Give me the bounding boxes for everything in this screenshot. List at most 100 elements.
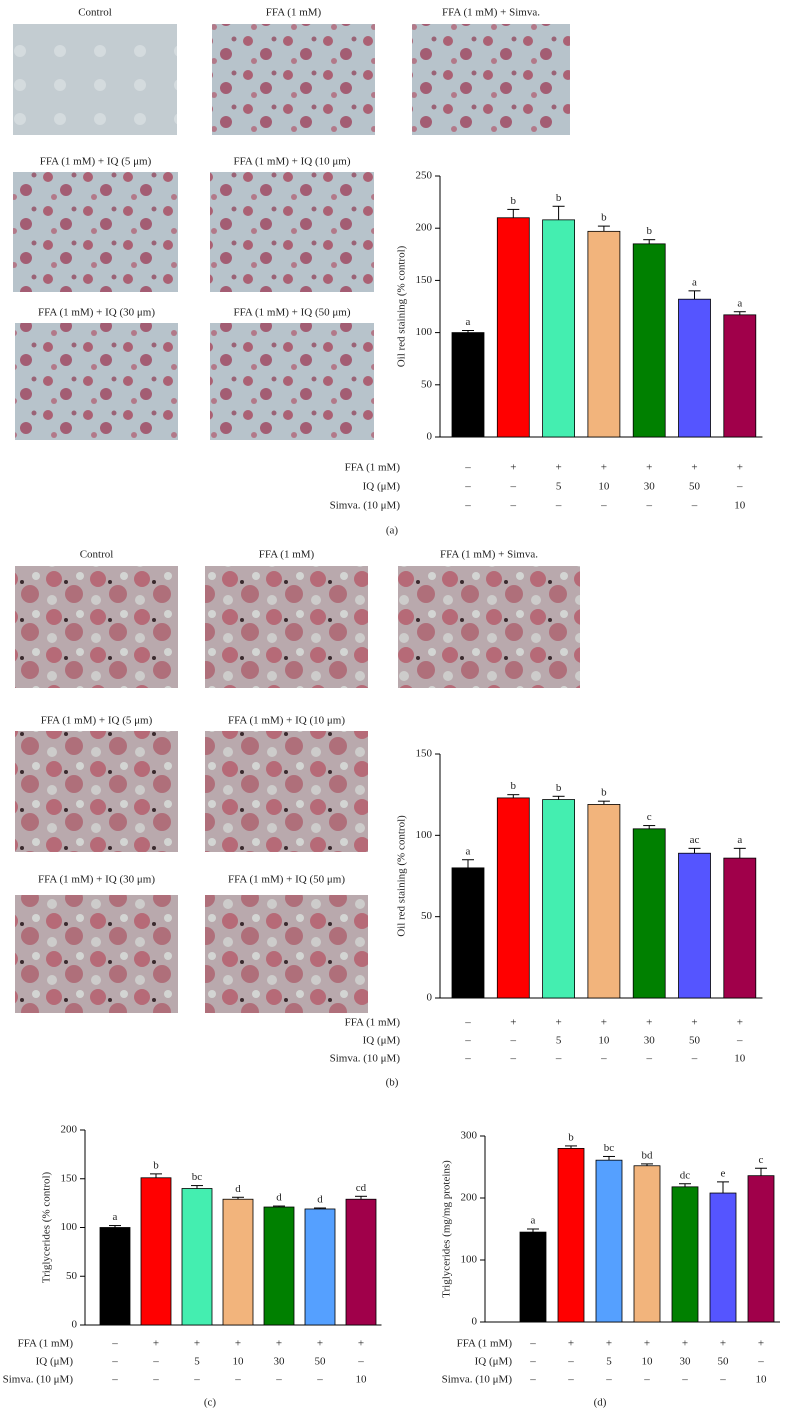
significance-label: b <box>601 787 607 799</box>
micrograph-label: FFA (1 mM) + IQ (5 μm) <box>41 715 153 727</box>
bar <box>304 1208 336 1326</box>
y-tick-label: 100 <box>416 326 433 338</box>
panel-label: (d) <box>594 1397 607 1409</box>
micrograph <box>210 172 374 292</box>
bar <box>181 1188 213 1326</box>
treatment-cell: – <box>510 500 517 512</box>
y-tick-label: 50 <box>421 910 433 922</box>
treatment-cell: 30 <box>644 1035 656 1047</box>
significance-label: bc <box>192 1171 203 1183</box>
treatment-cell: – <box>600 1053 607 1065</box>
treatment-cell: 10 <box>598 1035 610 1047</box>
panel-label: (a) <box>386 525 399 537</box>
treatment-cell: 50 <box>315 1356 327 1368</box>
treatment-cell: + <box>235 1338 241 1350</box>
y-tick-label: 50 <box>421 378 433 390</box>
significance-label: b <box>568 1131 574 1143</box>
treatment-cell: – <box>464 462 471 474</box>
bar <box>222 1198 254 1326</box>
treatment-label: Simva. (10 μM) <box>330 1053 401 1065</box>
treatment-label: IQ (μM) <box>363 481 401 493</box>
treatment-cell: – <box>111 1338 118 1350</box>
treatment-cell: + <box>646 1017 652 1029</box>
treatment-cell: + <box>682 1338 688 1350</box>
treatment-cell: 5 <box>606 1356 612 1368</box>
y-axis-label: Oil red staining (% control) <box>396 815 408 937</box>
micrograph-label: FFA (1 mM) + IQ (50 μm) <box>228 874 345 886</box>
treatment-cell: – <box>510 1035 517 1047</box>
treatment-cell: – <box>152 1374 159 1386</box>
treatment-cell: – <box>464 1035 471 1047</box>
micrograph-label: FFA (1 mM) + Simva. <box>442 7 540 19</box>
treatment-cell: 50 <box>689 1035 701 1047</box>
treatment-cell: + <box>276 1338 282 1350</box>
micrograph-label: Control <box>78 7 112 19</box>
bar <box>709 1192 737 1323</box>
y-tick-label: 150 <box>61 1172 78 1184</box>
significance-label: d <box>235 1183 241 1195</box>
significance-label: a <box>113 1211 118 1223</box>
treatment-cell: – <box>681 1374 688 1386</box>
treatment-cell: – <box>152 1356 159 1368</box>
y-tick-label: 0 <box>72 1319 78 1331</box>
treatment-label: FFA (1 mM) <box>457 1338 513 1350</box>
bar <box>723 857 757 999</box>
significance-label: bc <box>604 1142 615 1154</box>
treatment-label: Simva. (10 μM) <box>330 500 401 512</box>
bar <box>587 230 621 438</box>
significance-label: a <box>737 297 742 309</box>
bar <box>632 243 666 438</box>
significance-label: bd <box>642 1149 654 1161</box>
treatment-cell: 30 <box>644 481 656 493</box>
significance-label: b <box>646 225 652 237</box>
treatment-cell: 10 <box>598 481 610 493</box>
micrograph-label: FFA (1 mM) + IQ (30 μm) <box>38 874 155 886</box>
treatment-cell: – <box>111 1374 118 1386</box>
y-tick-label: 0 <box>472 1316 478 1328</box>
bar <box>633 1165 661 1323</box>
treatment-cell: 10 <box>356 1374 368 1386</box>
micrograph <box>398 566 580 688</box>
treatment-cell: – <box>529 1374 536 1386</box>
bar <box>632 828 666 999</box>
treatment-cell: + <box>601 1017 607 1029</box>
bar <box>671 1186 699 1323</box>
micrograph-label: Control <box>80 549 114 561</box>
treatment-cell: + <box>691 1017 697 1029</box>
micrograph-label: FFA (1 mM) + Simva. <box>440 549 538 561</box>
treatment-cell: + <box>568 1338 574 1350</box>
y-tick-label: 100 <box>416 829 433 841</box>
treatment-cell: – <box>529 1356 536 1368</box>
treatment-cell: + <box>606 1338 612 1350</box>
micrograph <box>13 24 177 135</box>
micrograph-label: FFA (1 mM) <box>259 549 315 561</box>
treatment-cell: 10 <box>734 1053 746 1065</box>
significance-label: a <box>466 845 471 857</box>
treatment-cell: 5 <box>194 1356 200 1368</box>
treatment-cell: 30 <box>274 1356 286 1368</box>
treatment-cell: – <box>510 481 517 493</box>
bar <box>542 219 575 438</box>
micrograph <box>205 566 368 688</box>
treatment-label: FFA (1 mM) <box>345 462 401 474</box>
treatment-cell: + <box>510 1017 516 1029</box>
treatment-cell: + <box>601 462 607 474</box>
treatment-cell: – <box>757 1356 764 1368</box>
y-tick-label: 200 <box>61 1124 78 1136</box>
bar <box>99 1227 131 1326</box>
micrograph-label: FFA (1 mM) + IQ (50 μm) <box>233 307 350 319</box>
y-tick-label: 200 <box>461 1192 478 1204</box>
treatment-cell: + <box>555 462 561 474</box>
bar <box>678 852 711 999</box>
bar <box>595 1159 623 1323</box>
treatment-cell: + <box>691 462 697 474</box>
y-tick-label: 100 <box>61 1221 78 1233</box>
treatment-cell: + <box>646 462 652 474</box>
y-tick-label: 150 <box>416 748 433 760</box>
micrograph <box>205 895 368 1013</box>
treatment-label: FFA (1 mM) <box>18 1338 74 1350</box>
y-tick-label: 150 <box>416 274 433 286</box>
significance-label: b <box>556 192 562 204</box>
